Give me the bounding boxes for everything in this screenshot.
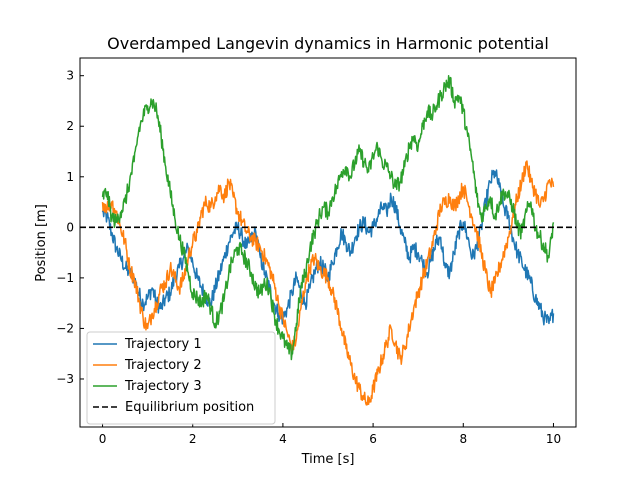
- y-tick-label: 0: [66, 220, 74, 234]
- chart-title: Overdamped Langevin dynamics in Harmonic…: [107, 34, 549, 53]
- x-tick-label: 4: [279, 432, 287, 446]
- x-tick-label: 8: [459, 432, 467, 446]
- y-tick-label: −3: [56, 372, 74, 386]
- x-tick-label: 6: [369, 432, 377, 446]
- legend-label: Trajectory 2: [124, 358, 202, 373]
- legend-label: Equilibrium position: [125, 400, 254, 415]
- series-lines: [80, 74, 576, 406]
- series-line-3: [101, 74, 555, 361]
- y-tick-label: 3: [66, 69, 74, 83]
- x-tick-label: 2: [189, 432, 197, 446]
- axes-frame: [79, 57, 577, 428]
- series-line-2: [101, 160, 555, 406]
- y-tick-label: −1: [56, 271, 74, 285]
- ticks: 0 2 4 6 8 10 −3 −2 −1 0 1 2 3: [56, 69, 561, 446]
- y-axis-label: Position [m]: [34, 204, 49, 282]
- plot-area: [79, 57, 577, 428]
- legend-box: [86, 331, 276, 425]
- legend: Trajectory 1 Trajectory 2 Trajectory 3 Equi…: [86, 331, 276, 425]
- x-tick-label: 10: [546, 432, 561, 446]
- y-tick-label: 2: [66, 119, 74, 133]
- y-tick-label: 1: [66, 170, 74, 184]
- y-tick-label: −2: [56, 321, 74, 335]
- x-tick-label: 0: [99, 432, 107, 446]
- legend-label: Trajectory 3: [124, 379, 202, 394]
- legend-label: Trajectory 1: [124, 337, 202, 352]
- x-axis-label: Time [s]: [301, 452, 355, 467]
